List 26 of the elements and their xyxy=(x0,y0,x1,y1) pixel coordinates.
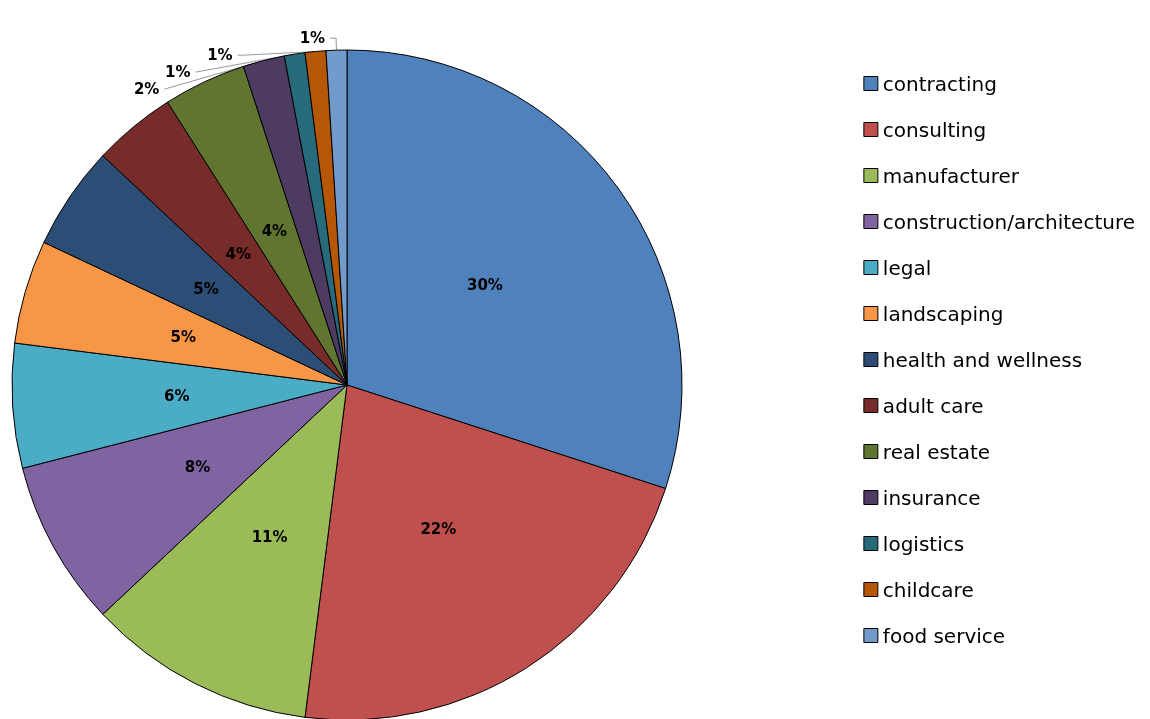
data-label: 5% xyxy=(193,280,219,299)
data-label: 1% xyxy=(165,63,191,82)
legend-label: childcare xyxy=(882,577,974,602)
legend-label: food service xyxy=(882,623,1006,648)
legend-label: logistics xyxy=(882,531,965,556)
data-label: 30% xyxy=(466,275,503,294)
legend-label: landscaping xyxy=(882,301,1004,326)
legend-label: insurance xyxy=(882,485,981,510)
data-label: 22% xyxy=(420,519,457,538)
data-label: 5% xyxy=(170,328,196,347)
data-label: 2% xyxy=(133,80,160,99)
data-label: 4% xyxy=(225,244,252,263)
data-label: 6% xyxy=(164,386,190,405)
legend-label: consulting xyxy=(882,117,987,142)
legend-label: health and wellness xyxy=(882,347,1083,372)
legend-label: adult care xyxy=(882,393,984,418)
legend-label: manufacturer xyxy=(882,163,1020,188)
data-label: 8% xyxy=(184,458,211,477)
data-label: 1% xyxy=(207,46,233,65)
data-label: 11% xyxy=(251,527,288,546)
legend-label: real estate xyxy=(882,439,991,464)
data-label: 1% xyxy=(299,29,326,48)
legend-label: construction/architecture xyxy=(882,209,1136,234)
legend-label: contracting xyxy=(882,71,997,96)
legend-label: legal xyxy=(882,255,932,280)
data-label: 4% xyxy=(261,221,288,240)
